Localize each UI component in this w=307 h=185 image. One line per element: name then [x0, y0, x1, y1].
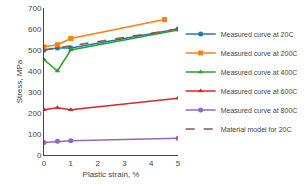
svg-text:700: 700: [28, 4, 42, 13]
svg-text:Material model for 20C: Material model for 20C: [221, 126, 292, 133]
svg-text:3: 3: [122, 159, 127, 168]
svg-text:Measured curve at 600C: Measured curve at 600C: [221, 88, 298, 95]
svg-text:Measured curve at 20C: Measured curve at 20C: [221, 31, 294, 38]
svg-text:Measured curve at 800C: Measured curve at 800C: [221, 107, 298, 114]
svg-text:100: 100: [28, 130, 42, 139]
svg-text:600: 600: [28, 25, 42, 34]
svg-text:500: 500: [28, 46, 42, 55]
svg-text:300: 300: [28, 88, 42, 97]
svg-text:Plastic strain, %: Plastic strain, %: [83, 170, 140, 179]
svg-text:400: 400: [28, 67, 42, 76]
svg-text:4: 4: [149, 159, 154, 168]
svg-text:Measured curve at 400C: Measured curve at 400C: [221, 69, 298, 76]
svg-text:2: 2: [95, 159, 100, 168]
svg-text:5: 5: [176, 159, 181, 168]
svg-text:0: 0: [37, 151, 42, 160]
svg-text:200: 200: [28, 109, 42, 118]
svg-text:0: 0: [42, 159, 47, 168]
svg-text:Stress, MPa: Stress, MPa: [15, 59, 24, 103]
svg-text:Measured curve at 200C: Measured curve at 200C: [221, 50, 298, 57]
svg-text:1: 1: [69, 159, 74, 168]
